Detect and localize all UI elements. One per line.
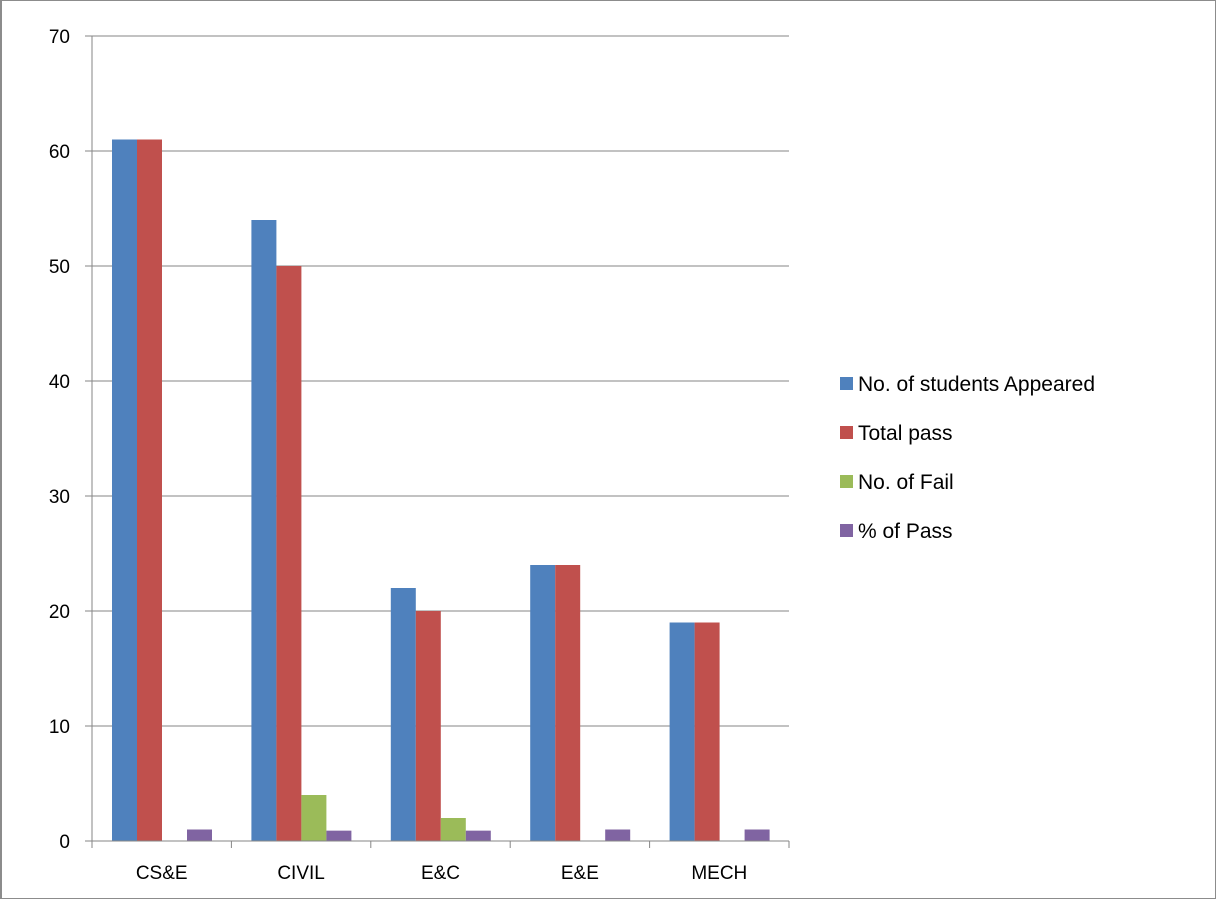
y-tick-label: 0 bbox=[59, 832, 70, 853]
y-tick-label: 70 bbox=[49, 27, 70, 48]
bar bbox=[390, 588, 416, 841]
legend-swatch bbox=[840, 377, 853, 390]
y-tick-label: 50 bbox=[49, 257, 70, 278]
bar bbox=[465, 830, 491, 841]
legend-label: % of Pass bbox=[858, 520, 953, 543]
bar bbox=[605, 829, 631, 841]
bar bbox=[440, 818, 466, 841]
bar bbox=[694, 622, 720, 841]
legend-swatch bbox=[840, 426, 853, 439]
bar bbox=[251, 220, 277, 841]
gridlines bbox=[92, 35, 789, 727]
bar bbox=[555, 565, 581, 841]
bar bbox=[187, 829, 212, 841]
y-tick-label: 60 bbox=[49, 142, 70, 163]
bar bbox=[301, 795, 327, 841]
bar bbox=[326, 830, 352, 841]
x-tick-label: CIVIL bbox=[277, 863, 325, 884]
bar bbox=[137, 139, 162, 841]
bar bbox=[744, 829, 770, 841]
bar bbox=[669, 622, 695, 841]
x-tick-label: E&C bbox=[421, 863, 460, 884]
legend: No. of students Appeared Total pass No. of… bbox=[840, 373, 1095, 543]
legend-label: No. of students Appeared bbox=[858, 373, 1095, 396]
x-tick-label: CS&E bbox=[136, 863, 188, 884]
axes: 0 10 20 30 40 50 60 70 CS&E CIVIL E&C E&E MECH bbox=[49, 27, 790, 884]
legend-swatch bbox=[840, 475, 853, 488]
bar bbox=[112, 139, 137, 841]
legend-label: Total pass bbox=[858, 422, 953, 445]
y-tick-label: 20 bbox=[49, 602, 70, 623]
legend-label: No. of Fail bbox=[858, 471, 954, 494]
y-tick-label: 10 bbox=[49, 717, 70, 738]
bar bbox=[415, 611, 441, 841]
y-tick-label: 30 bbox=[49, 487, 70, 508]
bar bbox=[530, 565, 556, 841]
x-tick-label: MECH bbox=[691, 863, 747, 884]
bar bbox=[276, 266, 302, 841]
legend-swatch bbox=[840, 524, 853, 537]
x-tick-label: E&E bbox=[561, 863, 599, 884]
y-tick-label: 40 bbox=[49, 372, 70, 393]
bars bbox=[112, 139, 770, 841]
